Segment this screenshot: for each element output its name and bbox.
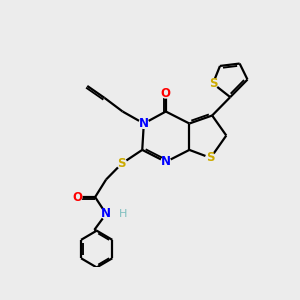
Text: O: O (72, 190, 82, 204)
Text: S: S (118, 157, 126, 170)
Circle shape (161, 88, 171, 98)
Circle shape (72, 192, 82, 202)
Text: N: N (101, 207, 111, 220)
Circle shape (101, 209, 111, 219)
Circle shape (206, 153, 215, 163)
Text: N: N (139, 117, 149, 130)
Text: S: S (206, 152, 215, 164)
Circle shape (117, 159, 127, 168)
Text: S: S (209, 77, 217, 90)
Circle shape (161, 157, 171, 167)
Text: O: O (161, 87, 171, 100)
Circle shape (139, 119, 149, 128)
Text: N: N (161, 155, 171, 168)
Text: H: H (118, 209, 127, 219)
Circle shape (208, 79, 218, 88)
Circle shape (101, 209, 111, 219)
